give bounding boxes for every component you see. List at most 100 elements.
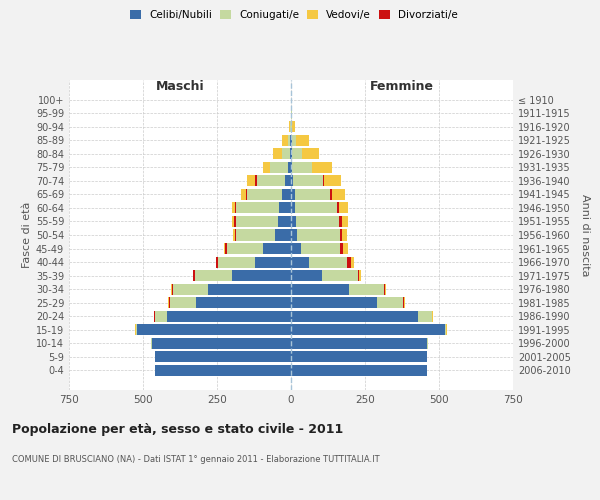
Bar [247,176,256,186]
Bar [291,352,427,362]
Bar [359,270,361,281]
Bar [173,284,208,294]
Bar [241,189,246,200]
Bar [155,365,291,376]
Bar [216,256,218,268]
Y-axis label: Anni di nascita: Anni di nascita [580,194,590,276]
Bar [282,148,290,160]
Bar [270,162,288,173]
Text: Maschi: Maschi [155,80,205,93]
Bar [275,230,291,240]
Bar [290,148,291,160]
Bar [295,189,330,200]
Bar [293,176,323,186]
Bar [358,270,359,281]
Bar [339,202,348,213]
Bar [224,243,225,254]
Bar [322,270,358,281]
Bar [235,202,236,213]
Bar [257,176,285,186]
Bar [232,270,291,281]
Bar [169,297,170,308]
Bar [279,202,291,213]
Bar [273,148,282,160]
Bar [225,243,227,254]
Bar [218,256,256,268]
Bar [247,189,282,200]
Bar [282,134,288,146]
Bar [282,189,291,200]
Bar [227,243,263,254]
Bar [292,121,295,132]
Bar [296,134,310,146]
Text: COMUNE DI BRUSCIANO (NA) - Dati ISTAT 1° gennaio 2011 - Elaborazione TUTTITALIA.: COMUNE DI BRUSCIANO (NA) - Dati ISTAT 1°… [12,455,380,464]
Bar [291,162,292,173]
Bar [341,216,347,227]
Bar [292,162,312,173]
Bar [418,310,431,322]
Bar [340,230,342,240]
Bar [233,230,235,240]
Y-axis label: Fasce di età: Fasce di età [22,202,32,268]
Bar [232,202,235,213]
Bar [291,338,427,349]
Text: Femmine: Femmine [370,80,434,93]
Bar [155,352,291,362]
Bar [351,256,354,268]
Bar [291,310,418,322]
Bar [291,284,349,294]
Bar [291,324,445,336]
Legend: Celibi/Nubili, Coniugati/e, Vedovi/e, Divorziati/e: Celibi/Nubili, Coniugati/e, Vedovi/e, Di… [130,10,458,20]
Bar [343,243,348,254]
Bar [291,243,301,254]
Bar [291,297,377,308]
Bar [291,230,297,240]
Bar [256,176,257,186]
Bar [332,189,345,200]
Bar [155,310,167,322]
Bar [301,243,340,254]
Bar [291,216,296,227]
Bar [330,189,332,200]
Bar [291,256,309,268]
Bar [385,284,386,294]
Bar [384,284,385,294]
Bar [291,365,427,376]
Bar [377,297,403,308]
Bar [167,310,291,322]
Bar [235,230,236,240]
Bar [137,324,291,336]
Bar [296,216,339,227]
Bar [236,216,278,227]
Bar [297,230,340,240]
Bar [289,121,290,132]
Bar [291,148,292,160]
Bar [172,284,173,294]
Bar [291,189,295,200]
Bar [349,284,384,294]
Bar [291,202,295,213]
Bar [288,162,291,173]
Bar [302,148,319,160]
Bar [193,270,195,281]
Text: Popolazione per età, sesso e stato civile - 2011: Popolazione per età, sesso e stato civil… [12,422,343,436]
Bar [288,134,290,146]
Bar [312,162,332,173]
Bar [152,338,291,349]
Bar [340,243,343,254]
Bar [208,284,291,294]
Bar [309,256,347,268]
Bar [325,176,341,186]
Bar [234,216,236,227]
Bar [256,256,291,268]
Bar [170,297,196,308]
Bar [347,256,351,268]
Bar [323,176,325,186]
Bar [263,162,270,173]
Bar [246,189,247,200]
Bar [295,202,337,213]
Bar [195,270,232,281]
Bar [285,176,291,186]
Bar [291,121,292,132]
Bar [342,230,347,240]
